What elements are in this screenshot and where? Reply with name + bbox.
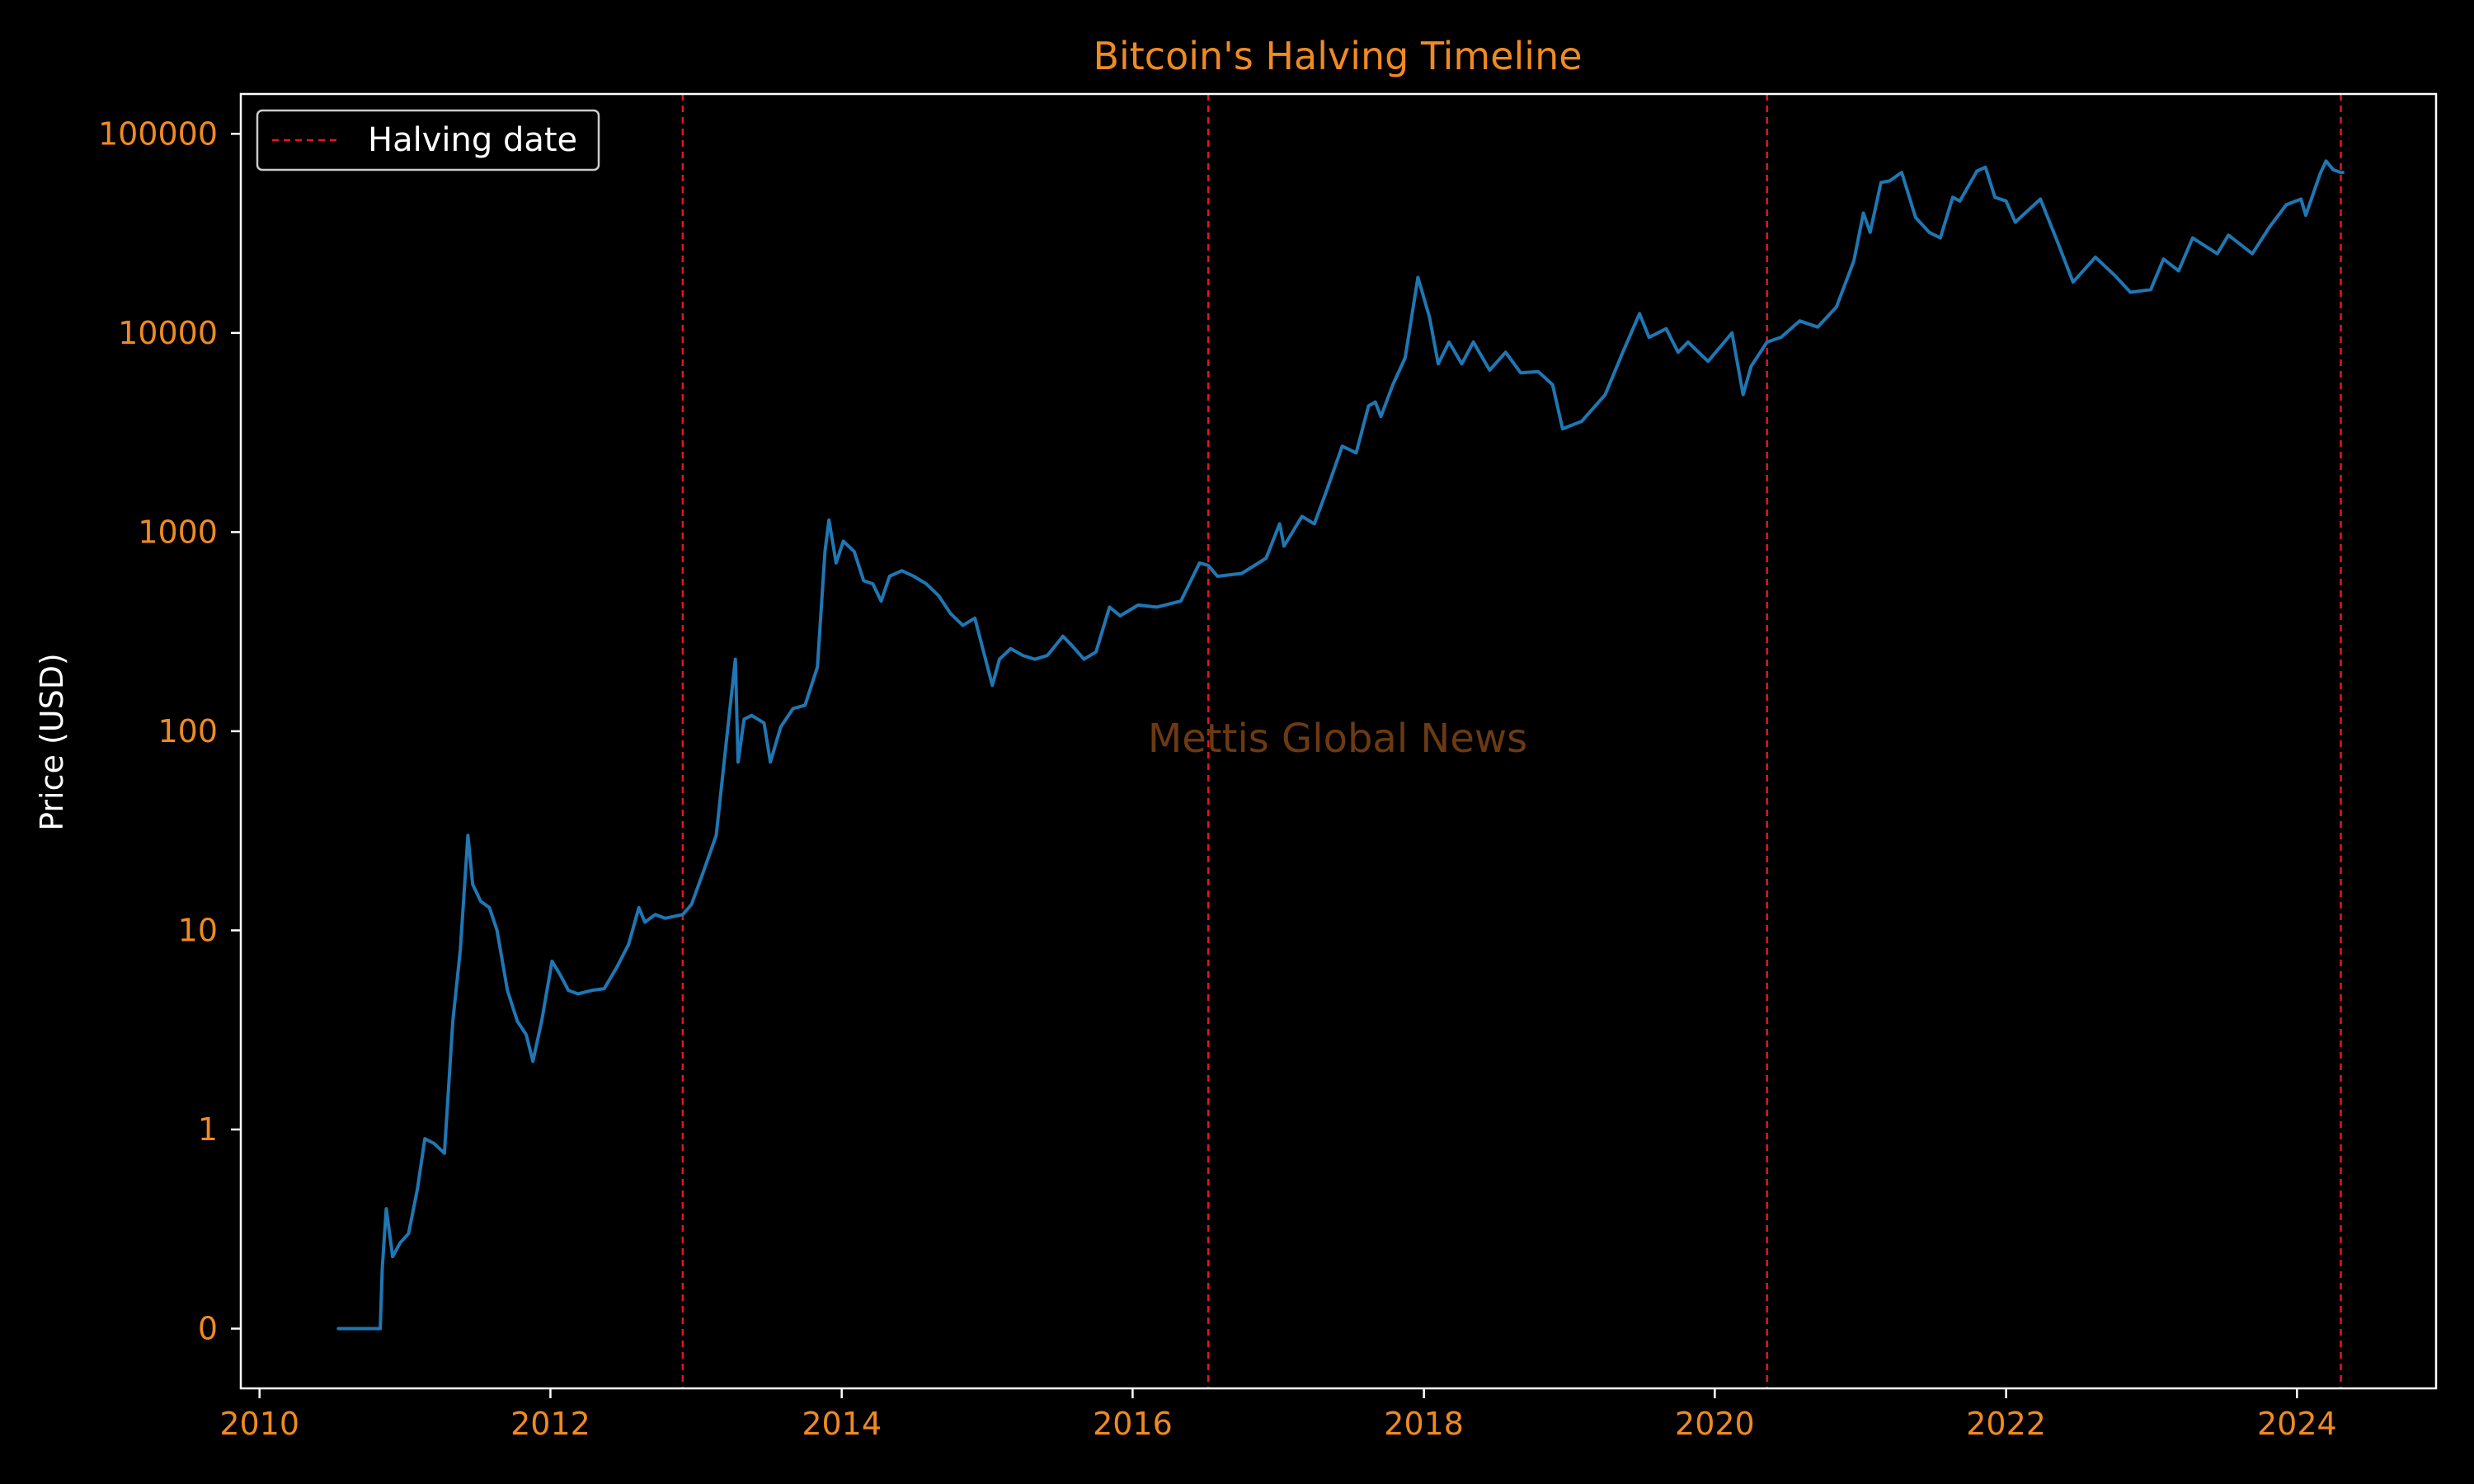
x-tick-label: 2010 bbox=[219, 1406, 299, 1442]
price-series bbox=[336, 159, 2345, 1331]
x-tick-label: 2022 bbox=[1966, 1406, 2046, 1442]
x-tick-label: 2018 bbox=[1384, 1406, 1464, 1442]
price-line bbox=[336, 159, 2345, 1331]
legend-halving-label: Halving date bbox=[368, 121, 577, 159]
watermark-text: Mettis Global News bbox=[1148, 716, 1527, 762]
y-tick-label: 10 bbox=[178, 912, 218, 948]
x-tick-label: 2024 bbox=[2257, 1406, 2337, 1442]
legend: Halving date bbox=[256, 109, 600, 171]
x-tick-label: 2014 bbox=[802, 1406, 882, 1442]
axes-frame bbox=[239, 92, 2438, 1390]
x-tick-label: 2016 bbox=[1093, 1406, 1173, 1442]
x-tick-label: 2020 bbox=[1675, 1406, 1755, 1442]
y-tick-label: 100000 bbox=[98, 115, 218, 152]
y-tick-label: 1 bbox=[198, 1111, 218, 1148]
halving-lines bbox=[681, 94, 2342, 1388]
y-tick-label: 100 bbox=[158, 713, 218, 749]
y-tick-label: 1000 bbox=[138, 514, 218, 550]
x-axis-ticks: 2010 2012 2014 2016 2018 2020 2022 2024 bbox=[219, 1388, 2337, 1442]
y-tick-label: 10000 bbox=[118, 315, 218, 351]
x-tick-label: 2012 bbox=[510, 1406, 590, 1442]
chart-title: Bitcoin's Halving Timeline bbox=[1093, 34, 1582, 78]
y-axis-ticks: 0 1 10 100 1000 10000 100000 bbox=[98, 115, 241, 1347]
y-tick-label: 0 bbox=[198, 1311, 218, 1347]
y-axis-label: Price (USD) bbox=[34, 653, 70, 831]
legend-box bbox=[256, 109, 600, 171]
